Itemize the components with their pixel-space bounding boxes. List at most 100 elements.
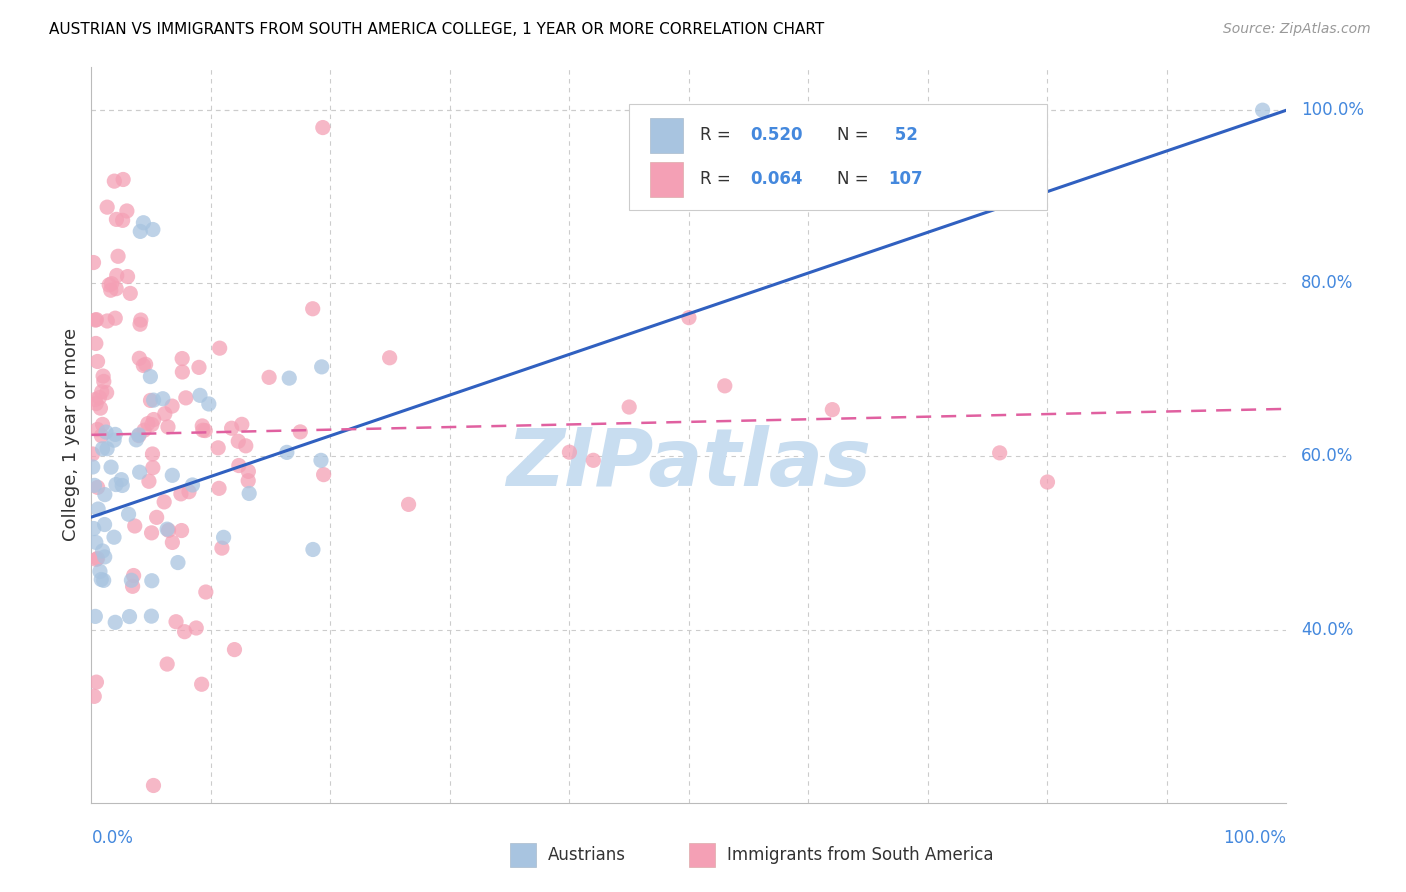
Point [89,391,111,405]
Point [145,510,167,524]
Point [93,574,115,588]
Point [100,277,122,291]
Point [194,424,217,438]
Point [172,365,194,379]
Point [188,360,211,375]
Point [207,441,229,455]
Text: 107: 107 [889,170,924,188]
Point [84,336,107,351]
Point [142,412,165,426]
Point [170,524,193,538]
Point [86,354,108,368]
Point [117,269,139,284]
Point [93,517,115,532]
Point [208,341,231,355]
Point [84,609,107,624]
Point [153,495,176,509]
Point [128,428,150,442]
Point [104,615,127,630]
Text: AUSTRIAN VS IMMIGRANTS FROM SOUTH AMERICA COLLEGE, 1 YEAR OR MORE CORRELATION CH: AUSTRIAN VS IMMIGRANTS FROM SOUTH AMERIC… [49,22,824,37]
Text: R =: R = [700,127,735,145]
Point [104,477,127,491]
Point [107,249,129,263]
Point [191,423,214,437]
Text: 40.0%: 40.0% [1301,621,1353,639]
FancyBboxPatch shape [509,843,536,867]
Text: 0.064: 0.064 [749,170,803,188]
Point [208,481,231,495]
Text: Source: ZipAtlas.com: Source: ZipAtlas.com [1223,22,1371,37]
Point [312,120,335,135]
Point [112,172,135,186]
Point [172,351,194,366]
Point [141,447,163,461]
Point [142,779,165,793]
Point [90,573,112,587]
Point [94,425,117,439]
Point [224,642,246,657]
Point [91,417,114,432]
Point [194,585,217,599]
Point [141,417,163,432]
Text: 0.520: 0.520 [749,127,803,145]
Text: 100.0%: 100.0% [1223,829,1286,847]
Point [96,442,118,456]
Point [988,446,1011,460]
Point [619,400,641,414]
Point [115,204,138,219]
Point [111,213,134,227]
Text: N =: N = [837,127,875,145]
Point [212,530,235,544]
Point [142,393,165,408]
Point [100,460,122,475]
Point [93,375,115,389]
Point [89,565,111,579]
Point [84,535,107,549]
Point [86,312,108,326]
Point [124,519,146,533]
Point [86,551,108,566]
Point [228,458,250,473]
Point [238,464,260,478]
Point [198,397,221,411]
Point [311,359,333,374]
Point [110,473,132,487]
Point [221,421,243,435]
Point [190,677,212,691]
Point [378,351,401,365]
Point [181,478,204,492]
Point [129,224,152,238]
Point [91,544,114,558]
Point [83,690,105,704]
Point [142,460,165,475]
Point [173,624,195,639]
Point [122,568,145,582]
Text: 80.0%: 80.0% [1301,275,1353,293]
Point [186,621,208,635]
Point [100,283,122,297]
Point [139,393,162,408]
Point [105,212,128,227]
Point [132,216,155,230]
Text: 100.0%: 100.0% [1301,101,1364,120]
Point [1036,475,1059,489]
Text: Immigrants from South America: Immigrants from South America [727,846,994,864]
Point [84,552,107,566]
FancyBboxPatch shape [630,103,1047,211]
Point [135,357,157,371]
Point [156,420,179,434]
Text: 60.0%: 60.0% [1301,448,1353,466]
Point [714,379,737,393]
Point [174,391,197,405]
FancyBboxPatch shape [689,843,716,867]
Point [103,174,125,188]
Point [105,268,128,283]
Point [141,574,163,588]
Text: ZIPatlas: ZIPatlas [506,425,872,503]
Point [96,200,118,214]
Point [103,530,125,544]
Point [120,574,142,588]
Point [91,442,114,456]
Point [90,429,112,443]
Point [129,317,152,331]
